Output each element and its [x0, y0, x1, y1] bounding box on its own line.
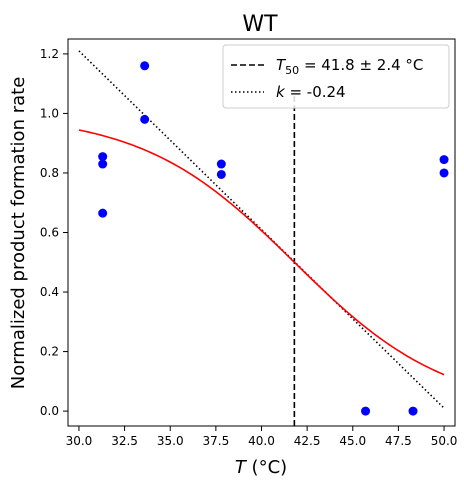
legend-k-value: = -0.24	[285, 83, 346, 101]
data-point	[216, 159, 226, 169]
x-axis-symbol: T	[235, 457, 248, 478]
data-point	[140, 61, 150, 71]
y-tick-label: 1.0	[40, 106, 59, 120]
x-axis-label: T (°C)	[235, 457, 287, 478]
data-point	[439, 168, 449, 178]
x-tick-label: 32.5	[111, 434, 138, 448]
x-tick-label: 42.5	[294, 434, 321, 448]
legend-k-label: k = -0.24	[276, 83, 346, 101]
x-tick-label: 30.0	[66, 434, 93, 448]
sigmoid-fit-curve	[78, 129, 445, 376]
data-point	[408, 406, 418, 416]
legend-t50-symbol: T	[276, 56, 287, 74]
x-tick-label: 40.0	[248, 434, 275, 448]
data-point	[361, 406, 371, 416]
data-point	[140, 114, 150, 124]
legend-t50-label: T50 = 41.8 ± 2.4 °C	[276, 56, 423, 77]
chart-title: WT	[242, 12, 278, 37]
data-point	[98, 152, 108, 162]
y-tick-label: 0.6	[40, 226, 59, 240]
x-tick-label: 45.0	[339, 434, 366, 448]
slope-dotted-line	[78, 50, 445, 409]
x-tick-label: 37.5	[203, 434, 230, 448]
data-point	[439, 155, 449, 165]
legend-t50-value: = 41.8 ± 2.4 °C	[299, 56, 423, 74]
legend: T50 = 41.8 ± 2.4 °C k = -0.24	[222, 44, 450, 109]
y-tick-label: 0.4	[40, 285, 59, 299]
y-tick-label: 1.2	[40, 47, 59, 61]
data-point	[98, 208, 108, 218]
data-point	[216, 169, 226, 179]
x-tick-label: 47.5	[385, 434, 412, 448]
x-tick-label: 50.0	[431, 434, 458, 448]
x-tick-label: 35.0	[157, 434, 184, 448]
y-tick-label: 0.0	[40, 404, 59, 418]
y-axis-label: Normalized product formation rate	[8, 77, 29, 390]
y-tick-label: 0.2	[40, 345, 59, 359]
plot-content	[78, 50, 449, 426]
legend-k-symbol: k	[276, 83, 286, 101]
legend-box	[222, 44, 450, 109]
legend-t50-subscript: 50	[285, 64, 299, 77]
x-axis-ticks: 30.0 32.5 35.0 37.5 40.0 42.5 45.0 47.5 50.0	[66, 426, 458, 448]
data-point	[98, 159, 108, 169]
y-axis-ticks: 0.0 0.2 0.4 0.6 0.8 1.0 1.2	[40, 47, 68, 418]
x-axis-unit: (°C)	[246, 457, 287, 478]
y-tick-label: 0.8	[40, 166, 59, 180]
